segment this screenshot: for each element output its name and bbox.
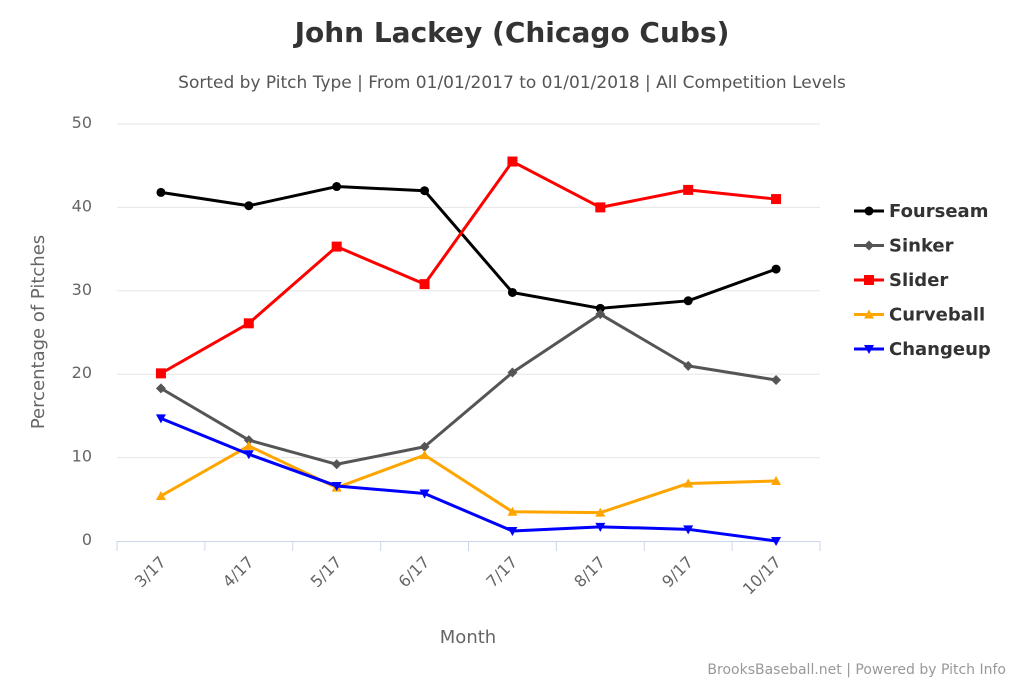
data-point <box>331 481 342 491</box>
data-point <box>243 440 254 450</box>
data-point <box>595 507 606 517</box>
series-curveball <box>155 440 782 517</box>
x-tick-label: 4/17 <box>219 552 258 591</box>
y-tick-label: 40 <box>72 196 92 215</box>
y-tick-label: 10 <box>72 447 92 466</box>
series-group <box>155 156 782 546</box>
legend-item: Sinker <box>854 236 954 257</box>
data-point <box>595 303 605 313</box>
series-sinker <box>155 309 782 470</box>
data-point <box>155 368 166 379</box>
series-slider <box>155 156 782 379</box>
chart-credits: BrooksBaseball.net | Powered by Pitch In… <box>707 662 1006 678</box>
data-point <box>155 490 166 500</box>
data-point <box>771 264 781 274</box>
series-line <box>159 444 778 515</box>
data-point <box>332 182 342 192</box>
data-point <box>156 187 166 197</box>
legend-label: Fourseam <box>889 201 988 222</box>
data-point <box>243 435 254 446</box>
x-tick-label: 10/17 <box>739 552 785 598</box>
y-tick-label: 20 <box>72 363 92 382</box>
y-axis-ticks: 0 10 20 30 40 50 <box>72 113 92 549</box>
data-point <box>683 184 694 195</box>
data-point <box>419 489 430 499</box>
data-point <box>683 478 694 488</box>
x-axis-title: Month <box>440 627 496 648</box>
legend-label: Slider <box>889 270 948 291</box>
data-point <box>419 450 430 460</box>
legend-item: Slider <box>854 270 948 291</box>
data-point <box>683 296 693 306</box>
legend-item: Fourseam <box>854 201 988 222</box>
data-point <box>595 309 606 320</box>
x-axis: 3/17 4/17 5/17 6/17 7/17 8/17 9/17 10/17 <box>116 541 821 598</box>
chart-subtitle: Sorted by Pitch Type | From 01/01/2017 t… <box>178 73 846 93</box>
data-point <box>595 522 606 532</box>
data-point <box>864 240 874 251</box>
x-tick-label: 7/17 <box>482 552 521 591</box>
data-point <box>155 383 166 394</box>
data-point <box>771 375 782 386</box>
data-point <box>243 318 254 329</box>
data-point <box>244 201 254 211</box>
series-changeup <box>155 414 782 546</box>
data-point <box>771 194 782 205</box>
data-point <box>507 526 518 536</box>
data-point <box>864 206 874 216</box>
x-tick-label: 3/17 <box>131 552 170 591</box>
data-point <box>419 279 430 290</box>
data-point <box>864 309 874 319</box>
data-point <box>595 202 606 213</box>
legend-item: Changeup <box>854 339 991 360</box>
data-point <box>243 450 254 460</box>
data-point <box>683 525 694 535</box>
series-line <box>159 185 778 310</box>
x-tick-label: 8/17 <box>570 552 609 591</box>
data-point <box>771 475 782 485</box>
data-point <box>419 441 430 452</box>
data-point <box>771 537 782 546</box>
legend-label: Curveball <box>889 305 985 326</box>
series-fourseam <box>156 182 781 313</box>
data-point <box>864 345 874 354</box>
data-point <box>507 506 518 516</box>
data-point <box>864 275 874 285</box>
x-tick-label: 5/17 <box>307 552 346 591</box>
data-point <box>155 414 166 424</box>
series-line <box>159 312 778 466</box>
y-tick-label: 50 <box>72 113 92 132</box>
y-tick-label: 0 <box>82 530 92 549</box>
legend-label: Changeup <box>889 339 991 360</box>
y-axis-title: Percentage of Pitches <box>28 235 49 429</box>
gridlines <box>117 123 820 459</box>
series-line <box>159 416 778 543</box>
series-line <box>159 160 778 375</box>
x-tick-label: 6/17 <box>395 552 434 591</box>
legend-label: Sinker <box>889 236 954 257</box>
data-point <box>507 156 518 167</box>
y-tick-label: 30 <box>72 280 92 299</box>
data-point <box>331 241 342 252</box>
data-point <box>683 360 694 371</box>
data-point <box>420 186 430 196</box>
data-point <box>507 287 517 297</box>
x-tick-label: 9/17 <box>658 552 697 591</box>
legend: Fourseam Sinker Slider Curveball Changeup <box>854 201 991 360</box>
legend-item: Curveball <box>854 305 985 326</box>
data-point <box>507 367 518 378</box>
chart-title: John Lackey (Chicago Cubs) <box>293 16 730 49</box>
data-point <box>331 459 342 470</box>
